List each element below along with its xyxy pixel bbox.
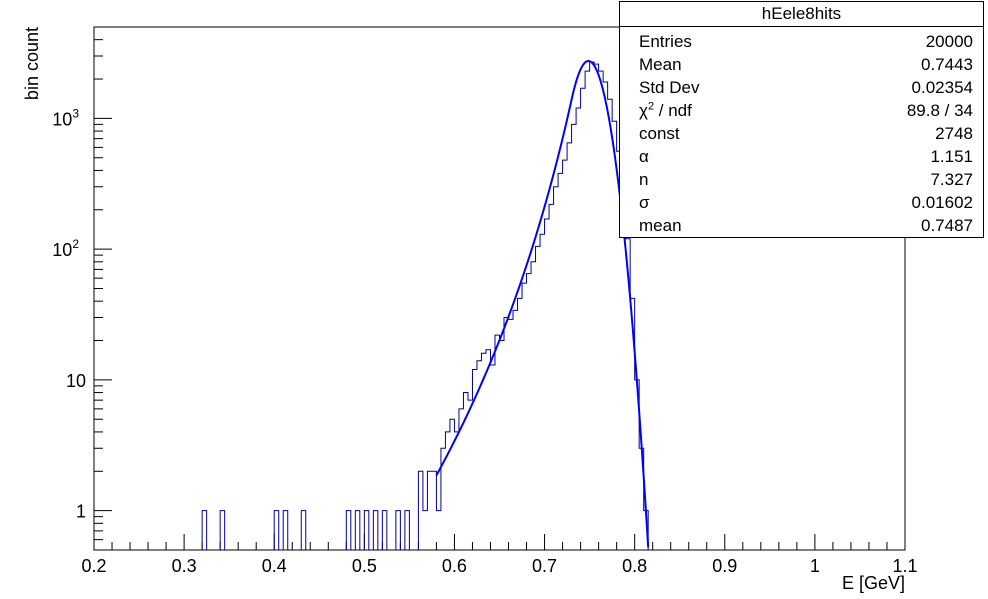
stats-label: Entries — [639, 32, 692, 51]
y-tick-labels: 1 10 102 103 — [52, 106, 86, 521]
stats-row: χ2 / ndf 89.8 / 34 — [620, 99, 983, 122]
stats-label: Std Dev — [639, 78, 700, 97]
stats-row: mean 0.7487 — [620, 214, 983, 237]
stats-row: α 1.151 — [620, 145, 983, 168]
stats-label: Mean — [639, 55, 682, 74]
histogram-outline — [201, 61, 649, 550]
stats-label: σ — [639, 193, 650, 212]
stats-value: 7.327 — [930, 170, 973, 189]
x-axis-label: E [GeV] — [842, 573, 905, 593]
y-tick-label: 103 — [52, 106, 79, 129]
stats-label: χ2 / ndf — [639, 100, 692, 120]
stats-value: 0.7487 — [921, 216, 973, 235]
y-tick-label: 102 — [52, 237, 79, 260]
stats-value: 0.7443 — [921, 55, 973, 74]
x-tick-label: 1 — [810, 556, 820, 576]
stats-value: 0.02354 — [911, 78, 973, 97]
stats-row: n 7.327 — [620, 168, 983, 191]
fit-curve — [435, 59, 650, 548]
y-axis-label: bin count — [22, 27, 42, 100]
stats-label: α — [639, 147, 649, 166]
x-tick-label: 0.6 — [442, 556, 467, 576]
x-tick-labels: 0.2 0.3 0.4 0.5 0.6 0.7 0.8 0.9 1 1.1 — [81, 556, 917, 576]
stats-label: n — [639, 170, 649, 189]
x-tick-label: 0.4 — [262, 556, 287, 576]
stats-row: σ 0.01602 — [620, 191, 983, 214]
stats-row: Entries 20000 — [620, 30, 983, 53]
stats-label: mean — [639, 216, 682, 235]
x-tick-label: 0.7 — [532, 556, 557, 576]
stats-row: const 2748 — [620, 122, 983, 145]
stats-row: Std Dev 0.02354 — [620, 76, 983, 99]
stats-value: 89.8 / 34 — [906, 101, 973, 120]
axis-ticks — [93, 26, 906, 551]
stats-title: hEele8hits — [620, 2, 983, 27]
y-tick-label: 1 — [76, 502, 86, 522]
y-tick-label: 10 — [66, 371, 86, 391]
x-tick-label: 0.3 — [172, 556, 197, 576]
stats-row: Mean 0.7443 — [620, 53, 983, 76]
x-tick-label: 0.5 — [352, 556, 377, 576]
x-tick-label: 1.1 — [892, 556, 917, 576]
stats-value: 0.01602 — [911, 193, 973, 212]
stats-value: 1.151 — [930, 147, 973, 166]
x-tick-label: 0.2 — [81, 556, 106, 576]
x-tick-label: 0.8 — [622, 556, 647, 576]
stats-label: const — [639, 124, 680, 143]
x-tick-label: 0.9 — [712, 556, 737, 576]
stats-value: 2748 — [935, 124, 973, 143]
stats-box: hEele8hits Entries 20000 Mean 0.7443 Std Dev… — [619, 1, 984, 238]
stats-value: 20000 — [925, 32, 973, 51]
